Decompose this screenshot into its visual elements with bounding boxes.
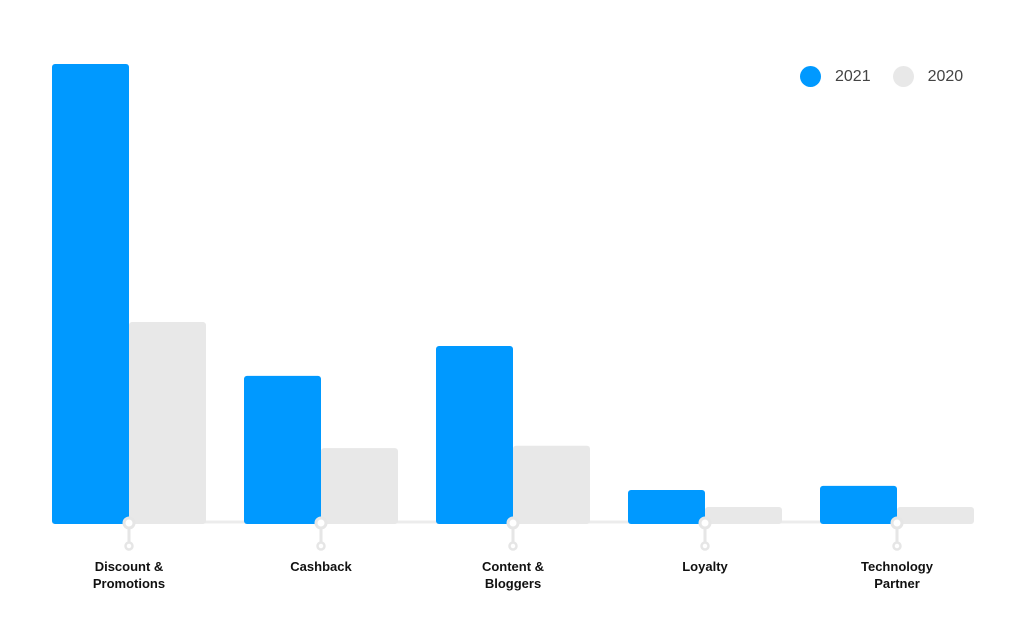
tick-marker [506,516,520,530]
bar-2020 [513,445,590,524]
bar-2021 [628,489,705,524]
bar-2021 [820,485,897,524]
legend: 2021 2020 [800,66,985,87]
tick-end-marker [508,541,518,551]
bar-2021 [52,64,129,524]
category-label: Technology Partner [861,559,933,591]
bar-2021 [244,375,321,524]
category-label: Content & Bloggers [481,559,545,591]
legend-swatch-2020 [892,66,914,87]
category-label: Cashback [290,559,352,574]
category-label: Loyalty [682,559,728,574]
tick-end-marker [124,541,134,551]
tick-marker [122,516,136,530]
tick-end-marker [892,541,902,551]
tick-marker [314,516,328,530]
category-label: Discount & Promotions [92,559,166,591]
tick-marker [698,516,712,530]
bar-2020 [321,448,398,524]
legend-item-2020: 2020 [892,66,964,87]
bar-2020 [897,506,974,524]
legend-item-2021: 2021 [800,66,871,87]
bar-2021 [436,345,513,524]
legend-label-2021: 2021 [835,67,871,85]
tick-end-marker [700,541,710,551]
legend-swatch-2021 [800,66,821,87]
bar-2020 [705,506,782,524]
tick-marker [890,516,904,530]
legend-label-2020: 2020 [927,67,964,85]
bar-2020 [129,322,206,524]
tick-end-marker [316,541,326,551]
